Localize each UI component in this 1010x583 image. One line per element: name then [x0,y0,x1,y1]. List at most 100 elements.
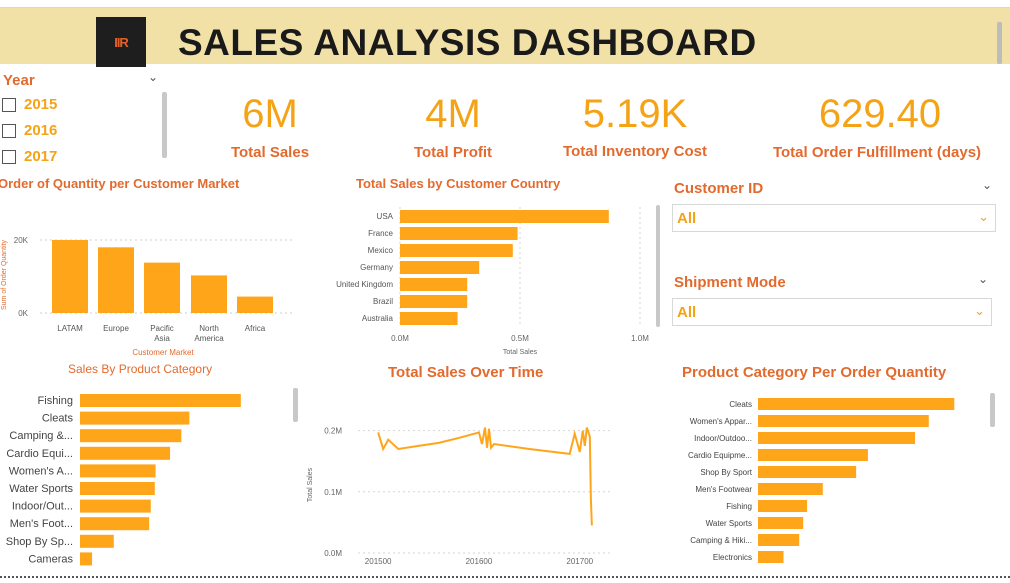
y-tick-label: Water Sports [706,519,752,528]
bar [400,244,513,257]
page-title: SALES ANALYSIS DASHBOARD [178,22,757,63]
bar [80,411,190,425]
product-quantity-bar-chart: Cleats Women's Appar... Indoor/Outdoo... Ca… [688,398,955,563]
year-option-2016[interactable]: 2016 [2,122,57,139]
y-axis-label: Total Sales [307,467,314,502]
checkbox[interactable] [2,123,16,138]
country-scrollbar[interactable] [656,205,660,327]
market-bar-chart: 0K 20K Sum of Order Quantity LATAM Europe Pac… [1,236,295,357]
shipment-dropdown-value: All [677,304,697,321]
y-tick-label: Shop By Sp... [6,536,73,548]
customer-dropdown[interactable]: All ⌄ [672,204,996,232]
bar [758,551,784,563]
logo: IIR [96,17,146,67]
bar [400,312,458,325]
bar [80,499,151,513]
bar [400,227,518,240]
y-tick-label: Water Sports [9,483,73,495]
chart-title-product-sales: Sales By Product Category [68,362,213,376]
bar [758,415,929,427]
y-tick-label: Women's Appar... [690,417,752,426]
y-tick-label: 20K [14,236,29,245]
y-tick-label: Mexico [368,246,394,255]
shipment-slicer-title: Shipment Mode [674,274,786,291]
year-slicer-scrollbar[interactable] [162,92,167,158]
checkbox[interactable] [2,149,16,164]
bar [80,534,114,548]
bar [400,261,480,274]
kpi-total-sales-value: 6M [242,92,298,136]
x-axis-label: Customer Market [132,348,194,357]
dashboard-header: IIR SALES ANALYSIS DASHBOARD [0,8,1010,67]
x-tick-label: North America [194,324,224,343]
bar [400,210,609,223]
kpi-fulfillment-label: Total Order Fulfillment (days) [772,144,982,161]
top-frame [0,0,1010,8]
year-option-2015[interactable]: 2015 [2,96,57,113]
bar [758,534,800,546]
y-tick-label: Camping & Hiki... [690,536,752,545]
product-quantity-scrollbar[interactable] [990,393,995,427]
kpi-inventory-cost-label: Total Inventory Cost [563,143,707,160]
kpi-total-profit-label: Total Profit [413,144,493,161]
y-tick-label: Men's Foot... [10,518,73,530]
shipment-dropdown[interactable]: All ⌄ [672,298,992,326]
year-slicer-title: Year [3,72,35,89]
x-tick-label: 0.0M [391,334,409,343]
y-tick-label: Shop By Sport [700,468,752,477]
bottom-frame [0,576,1010,578]
chevron-down-icon[interactable]: ⌄ [982,178,993,192]
bar [400,295,468,308]
y-tick-label: Fishing [38,395,73,407]
bar [80,482,155,495]
chevron-down-icon: ⌄ [978,209,989,224]
kpi-inventory-cost-value: 5.19K [582,92,688,136]
x-tick-label: Pacific Asia [150,324,174,343]
checkbox[interactable] [2,97,16,112]
bar [191,275,227,313]
y-tick-label: Brazil [373,297,393,306]
chevron-down-icon[interactable]: ⌄ [148,70,159,84]
chevron-down-icon[interactable]: ⌄ [978,272,989,286]
x-tick-label: 0.5M [511,334,529,343]
y-tick-label: Women's A... [9,465,73,477]
bar [80,464,156,478]
product-sales-bar-chart: Fishing Cleats Camping &... Cardio Equi... W… [6,394,241,566]
customer-dropdown-value: All [677,210,697,227]
bar [52,240,88,313]
y-tick-label: 0.2M [324,427,342,436]
chart-title-market: Order of Quantity per Customer Market [0,176,240,191]
y-tick-label: Cleats [729,400,752,409]
year-option-2017[interactable]: 2017 [2,148,57,165]
y-tick-label: Cardio Equi... [6,448,73,460]
y-tick-label: Electronics [713,553,752,562]
y-tick-label: 0.1M [324,488,342,497]
x-tick-label: Europe [103,324,129,333]
bar [80,446,171,460]
bar [98,247,134,313]
x-tick-label: 1.0M [631,334,649,343]
chart-title-product-quantity: Product Category Per Order Quantity [682,364,947,381]
header-scrollbar[interactable] [997,22,1002,64]
kpi-total-sales-label: Total Sales [230,144,310,161]
y-tick-label: USA [377,212,394,221]
y-tick-label: Australia [362,314,394,323]
y-tick-label: Fishing [726,502,752,511]
bar [758,517,804,529]
y-tick-label: Cameras [28,553,73,565]
x-axis-label: Total Sales [503,349,538,356]
y-tick-label: United Kingdom [336,280,393,289]
y-tick-label: Men's Footwear [695,485,752,494]
y-axis-label: Sum of Order Quantity [1,239,8,310]
bar [758,398,955,410]
y-tick-label: Indoor/Out... [12,501,73,513]
customer-slicer-title: Customer ID [674,180,764,197]
y-tick-label: Germany [360,263,393,272]
country-bar-chart: 0.0M 0.5M 1.0M Total Sales USA France Mexico Ge… [336,207,649,356]
chart-title-country: Total Sales by Customer Country [356,176,561,191]
bar [80,394,241,407]
y-tick-label: 0K [18,309,28,318]
product-sales-scrollbar[interactable] [293,388,298,422]
kpi-fulfillment-value: 629.40 [818,92,942,136]
bar [237,296,273,313]
